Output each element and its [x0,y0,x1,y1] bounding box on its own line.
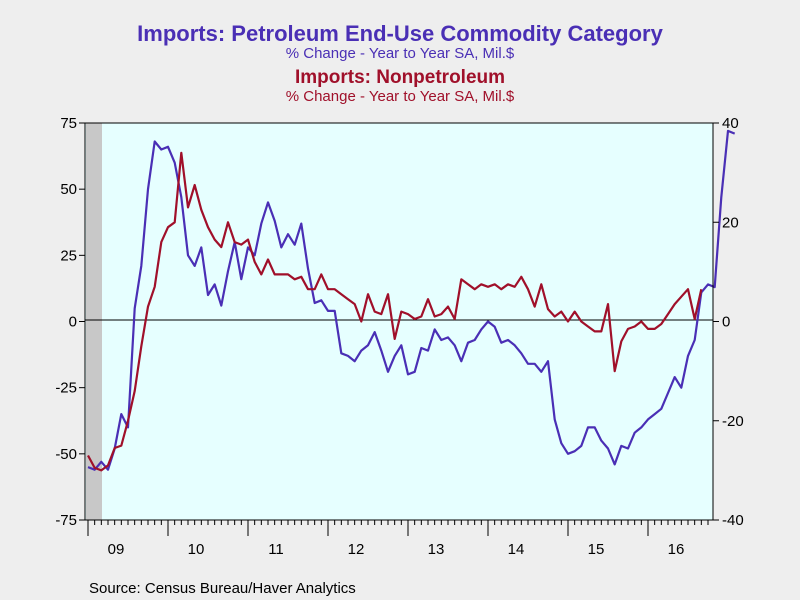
chart-subtitle-nonpetroleum: % Change - Year to Year SA, Mil.$ [286,88,515,105]
right-tick-label: 20 [722,214,739,231]
right-axis: -40 -20 0 20 40 [713,115,744,529]
x-tick-label: 11 [268,541,284,558]
left-tick-label: -50 [55,446,77,463]
x-axis: 09 10 11 12 13 14 15 16 [87,520,709,558]
x-tick-label: 12 [348,541,365,558]
series-line-2 [87,151,703,472]
left-axis: -75 -50 -25 0 25 50 75 [55,115,85,529]
source-note: Source: Census Bureau/Haver Analytics [89,580,356,597]
left-tick-label: -75 [55,512,77,529]
left-tick-label: 50 [60,181,77,198]
x-tick-label: 14 [508,541,525,558]
x-tick-label: 16 [668,541,685,558]
left-tick-label: 75 [60,115,77,132]
series-line-1 [87,129,736,471]
left-tick-label: -25 [55,380,77,397]
left-tick-label: 25 [60,247,77,264]
right-tick-label: 40 [722,115,739,132]
chart-title-nonpetroleum: Imports: Nonpetroleum [295,67,505,88]
chart-title-petroleum: Imports: Petroleum End-Use Commodity Cat… [137,21,663,46]
x-tick-label: 09 [108,541,125,558]
right-tick-label: 0 [722,314,730,331]
right-tick-label: -40 [722,512,744,529]
right-tick-label: -20 [722,413,744,430]
series-layer [87,129,736,472]
x-tick-label: 10 [188,541,205,558]
chart-subtitle-petroleum: % Change - Year to Year SA, Mil.$ [286,45,515,62]
x-tick-label: 15 [588,541,605,558]
recession-shading [86,123,102,520]
x-tick-label: 13 [428,541,445,558]
left-tick-label: 0 [69,314,77,331]
